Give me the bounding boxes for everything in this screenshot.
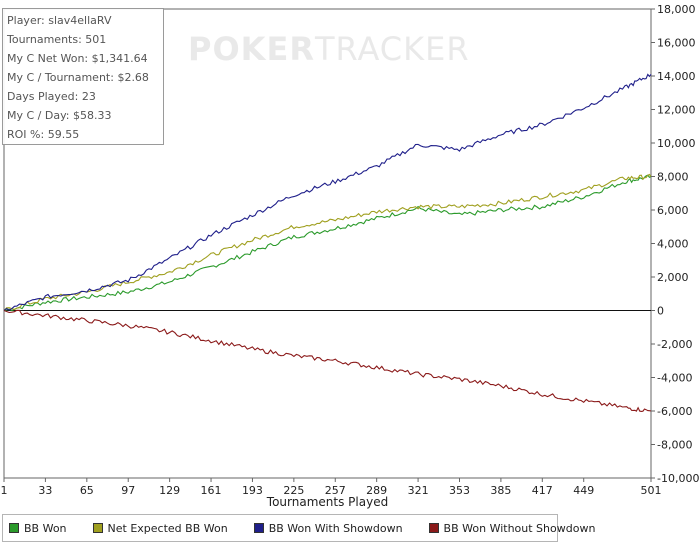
- x-tick-label: 129: [159, 484, 180, 497]
- stat-player: Player: slav4ellaRV: [7, 14, 112, 27]
- legend-item-bb-won[interactable]: BB Won: [9, 522, 67, 535]
- x-tick-label: 385: [490, 484, 511, 497]
- y-tick-label: -8,000: [657, 439, 692, 452]
- x-tick-label: 161: [201, 484, 222, 497]
- stat-tournaments: Tournaments: 501: [7, 33, 107, 46]
- y-tick-label: 12,000: [657, 104, 696, 117]
- legend-item-without-showdown[interactable]: BB Won Without Showdown: [428, 521, 596, 535]
- x-axis-title: Tournaments Played: [266, 495, 388, 509]
- y-tick-label: 8,000: [657, 171, 689, 184]
- y-tick-label: 18,000: [657, 3, 696, 16]
- x-tick-label: 193: [242, 484, 263, 497]
- x-tick-label: 321: [408, 484, 429, 497]
- stat-net-won: My C Net Won: $1,341.64: [7, 52, 148, 65]
- series-line-2: [3, 173, 652, 311]
- legend-label: Net Expected BB Won: [107, 521, 228, 535]
- x-tick-label: 33: [38, 484, 52, 497]
- series-line-3: [3, 73, 652, 311]
- y-tick-label: -4,000: [657, 372, 692, 385]
- legend-item-net-expected[interactable]: Net Expected BB Won: [92, 521, 228, 535]
- stat-per-day: My C / Day: $58.33: [7, 109, 112, 122]
- legend-swatch: [9, 523, 19, 533]
- y-tick-label: -6,000: [657, 405, 692, 418]
- legend-label: BB Won With Showdown: [268, 521, 403, 535]
- y-tick-label: 14,000: [657, 70, 696, 83]
- y-tick-label: 10,000: [657, 137, 696, 150]
- watermark-part-1: POKER: [188, 30, 315, 68]
- stat-roi: ROI %: 59.55: [7, 128, 80, 141]
- x-tick-label: 225: [283, 484, 304, 497]
- chart-legend: BB Won Net Expected BB Won BB Won With S…: [2, 514, 595, 542]
- y-tick-label: 0: [657, 305, 664, 318]
- legend-swatch: [253, 523, 264, 533]
- legend-label: BB Won Without Showdown: [443, 521, 596, 535]
- x-tick-label: 97: [121, 484, 135, 497]
- legend-swatch: [428, 523, 439, 533]
- series-line-1: [3, 174, 652, 312]
- stat-per-tournament: My C / Tournament: $2.68: [7, 71, 149, 84]
- series-line-4: [3, 309, 652, 412]
- legend-label: BB Won: [24, 521, 67, 535]
- x-tick-label: 501: [641, 484, 662, 497]
- y-tick-label: 6,000: [657, 204, 689, 217]
- stats-info-box: Player: slav4ellaRV Tournaments: 501 My …: [2, 8, 164, 145]
- x-tick-label: 65: [80, 484, 94, 497]
- x-tick-label: 417: [532, 484, 553, 497]
- y-tick-label: -10,000: [657, 472, 699, 485]
- x-tick-label: 449: [573, 484, 594, 497]
- y-tick-label: 2,000: [657, 271, 689, 284]
- y-tick-label: 16,000: [657, 37, 696, 50]
- watermark-part-2: TRACKER: [314, 30, 470, 68]
- x-tick-label: 289: [366, 484, 387, 497]
- y-tick-label: -2,000: [657, 338, 692, 351]
- legend-item-with-showdown[interactable]: BB Won With Showdown: [253, 521, 403, 535]
- y-tick-label: 4,000: [657, 238, 689, 251]
- legend-swatch: [92, 523, 103, 533]
- stat-days-played: Days Played: 23: [7, 90, 96, 103]
- x-tick-label: 257: [325, 484, 346, 497]
- pokertracker-watermark: POKERTRACKER: [188, 30, 470, 68]
- x-tick-label: 1: [1, 484, 8, 497]
- x-tick-label: 353: [449, 484, 470, 497]
